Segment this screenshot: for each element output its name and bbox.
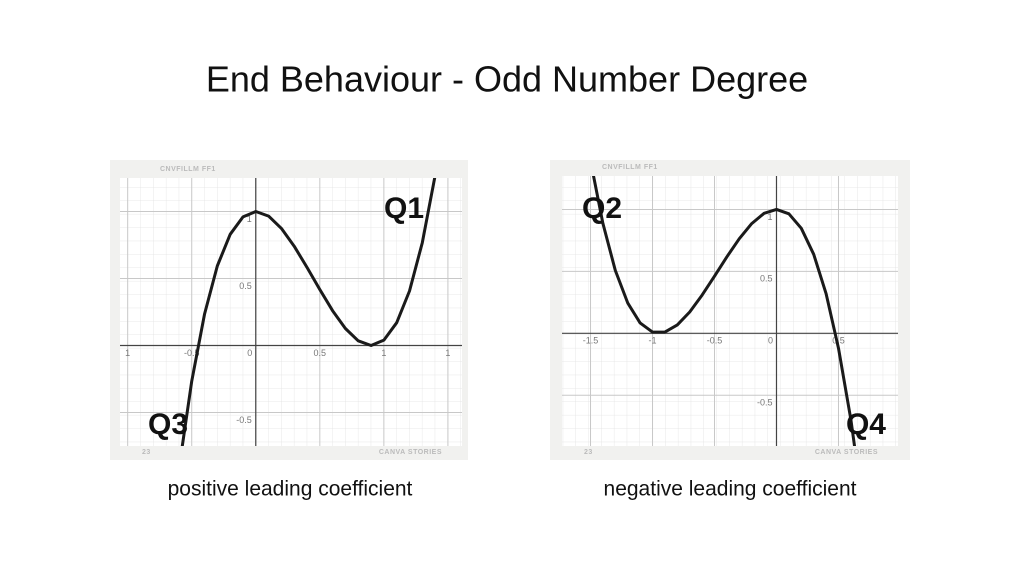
slide-title: End Behaviour - Odd Number Degree	[206, 59, 808, 100]
y-tick-label: -0.5	[236, 415, 252, 425]
x-tick-label: -0.5	[184, 348, 200, 358]
watermark: 23	[584, 449, 593, 456]
x-tick-label: -0.5	[707, 336, 723, 346]
quadrant-label: Q4	[846, 408, 886, 441]
watermark: CANVA STORIES	[379, 449, 442, 456]
watermark: CNVFILLM FF1	[160, 166, 216, 173]
x-tick-label: 1	[381, 348, 386, 358]
chart-caption: negative leading coefficient	[604, 478, 857, 501]
x-tick-label: -1.5	[583, 336, 599, 346]
curve-group	[180, 178, 437, 446]
quadrant-label: Q3	[148, 408, 188, 441]
minor-grid	[562, 176, 898, 446]
x-tick-label: 0	[768, 336, 773, 346]
y-tick-label: -0.5	[757, 398, 773, 408]
y-tick-label: 1	[767, 212, 772, 222]
x-tick-label: 0.5	[832, 336, 845, 346]
x-tick-label: 0.5	[314, 348, 327, 358]
watermark: CNVFILLM FF1	[602, 164, 658, 171]
x-tick-label: 0	[247, 348, 252, 358]
curve	[180, 178, 437, 446]
chart-caption: positive leading coefficient	[168, 478, 413, 501]
y-tick-label: 0.5	[760, 274, 773, 284]
quadrant-label: Q1	[384, 192, 424, 225]
y-tick-label: 1	[247, 214, 252, 224]
curve-group	[592, 176, 857, 446]
x-tick-label: 1	[445, 348, 450, 358]
quadrant-label: Q2	[582, 192, 622, 225]
x-tick-label: -1	[649, 336, 657, 346]
x-tick-label: 1	[125, 348, 130, 358]
watermark: 23	[142, 449, 151, 456]
curve	[592, 176, 857, 446]
minor-grid	[120, 178, 462, 446]
y-tick-label: 0.5	[239, 281, 252, 291]
watermark: CANVA STORIES	[815, 449, 878, 456]
